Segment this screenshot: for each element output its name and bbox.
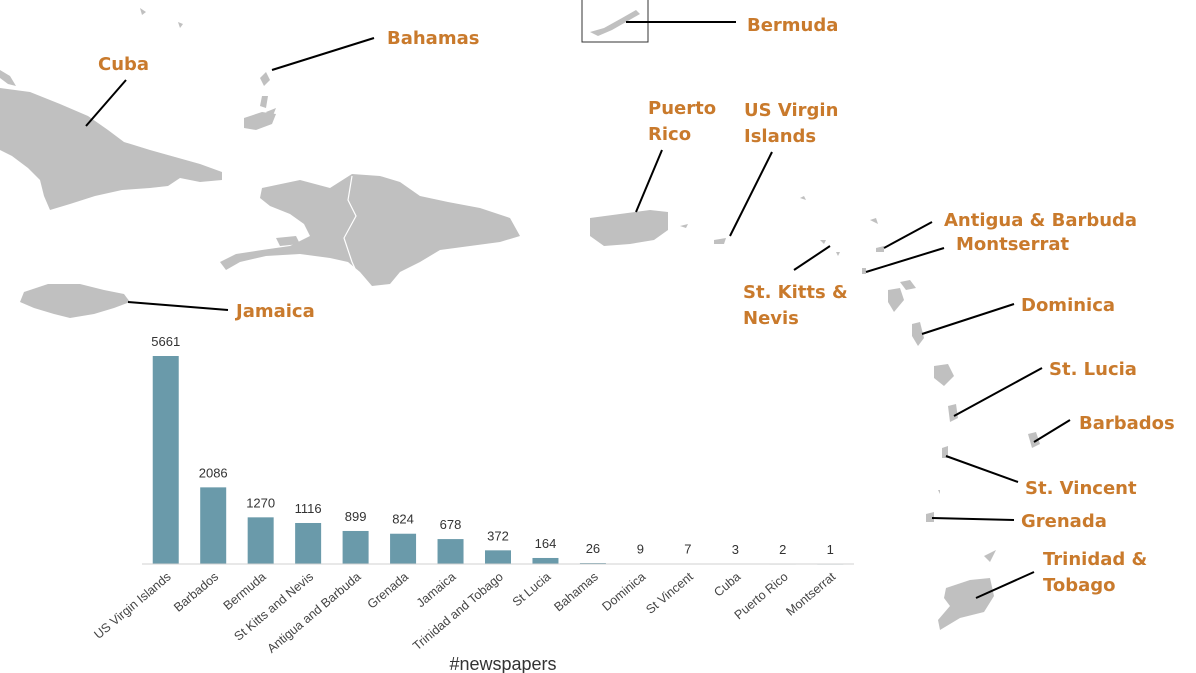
x-tick-label: Antigua and Barbuda [265,570,364,656]
x-tick-label: Cuba [711,570,743,600]
value-label: 899 [345,509,367,524]
x-tick-label: Montserrat [783,569,838,618]
label-puerto-rico: Puerto Rico [648,98,722,145]
label-jamaica: Jamaica [234,301,315,322]
label-cuba: Cuba [98,54,149,75]
leeward-islands [800,196,1040,562]
place-labels: Cuba Bahamas Bermuda Puerto Rico US Virg… [98,15,1175,596]
value-label: 824 [392,512,414,527]
x-tick-label: US Virgin Islands [91,570,173,642]
jamaica-small-landmass [244,112,276,130]
antigua-landmass [876,246,884,252]
leader-montserrat [865,247,945,273]
newspapers-bar-chart: 5661 2086 1270 1116 899 824 678 372 164 26 9 7 3 2 1 U… [91,334,854,673]
leader-usvi [729,151,773,237]
trinidad-landmass [938,578,994,630]
bahamas-landmass [0,8,276,118]
label-trinidad-tobago: Trinidad & Tobago [1043,549,1154,596]
bar-st-kitts-and-nevis [295,522,322,564]
value-label: 1116 [295,501,322,516]
x-tick-label: Barbados [171,570,221,615]
leader-grenada [931,517,1015,521]
leader-dominica [921,303,1015,335]
label-barbados: Barbados [1079,413,1175,434]
bar-antigua-and-barbuda [342,530,369,564]
hispaniola-landmass [220,174,520,286]
leader-barbados [1033,419,1071,443]
label-montserrat: Montserrat [956,234,1070,255]
montserrat-landmass [862,268,866,274]
label-st-lucia: St. Lucia [1049,359,1137,380]
dominica-landmass [912,322,924,346]
label-st-vincent: St. Vincent [1025,478,1137,499]
value-label: 5661 [151,334,180,349]
grenada-landmass [926,512,934,522]
barbados-landmass [1028,432,1040,448]
value-label: 2 [779,542,786,557]
leader-st-kitts [793,245,831,271]
label-bermuda: Bermuda [747,15,838,36]
leader-st-vincent [945,455,1019,483]
label-antigua-barbuda: Antigua & Barbuda [944,210,1137,231]
leader-lines [85,21,1071,599]
label-us-virgin-islands: US Virgin Islands [744,100,845,147]
bar-grenada [390,533,417,564]
bar-trinidad-and-tobago [485,550,511,564]
x-tick-label: Dominica [599,570,648,614]
x-tick-label: Jamaica [414,570,459,611]
value-label: 1 [827,542,834,557]
x-tick-label: St Kitts and Nevis [231,570,316,644]
value-labels-group: 5661 2086 1270 1116 899 824 678 372 164 26 9 7 3 2 1 [151,334,834,557]
bar-barbados [200,487,227,564]
label-st-kitts-nevis: St. Kitts & Nevis [743,282,854,329]
bar-jamaica [437,539,464,564]
bars-group [152,356,844,565]
puerto-rico-landmass [590,210,668,246]
leader-bahamas [271,37,375,71]
x-tick-label: Bahamas [551,570,600,615]
x-tick-label: Grenada [365,570,411,612]
leader-cuba [85,79,127,127]
leader-trinidad [975,571,1035,599]
leader-st-lucia [953,367,1043,417]
bermuda-inset [581,0,649,43]
label-bahamas: Bahamas [387,28,479,49]
caribbean-map: Cuba Bahamas Bermuda Puerto Rico US Virg… [0,0,1175,630]
value-label: 678 [440,517,462,532]
value-label: 26 [586,541,600,556]
x-tick-label: Trinidad and Tobago [410,570,506,654]
value-label: 9 [637,542,644,557]
value-label: 2086 [199,465,228,480]
x-axis-title: #newspapers [449,654,556,673]
bar-bermuda [247,517,274,564]
value-label: 1270 [246,495,275,510]
usvi-landmass [714,238,726,244]
leader-puerto-rico [635,149,663,213]
x-tick-label: St Vincent [643,569,696,617]
leader-antigua [883,221,933,249]
bar-us-virgin-islands [152,356,179,564]
leader-jamaica [127,301,229,311]
cuba-landmass [0,88,222,210]
x-tick-label: Bermuda [221,570,269,613]
value-label: 3 [732,542,739,557]
bar-st-lucia [532,557,559,564]
st-lucia-landmass [948,404,958,422]
label-dominica: Dominica [1021,295,1115,316]
value-label: 7 [684,542,691,557]
value-label: 164 [535,536,557,551]
x-tick-label: St Lucia [510,570,554,610]
jamaica-landmass [20,284,130,318]
value-label: 372 [487,528,509,543]
label-grenada: Grenada [1021,511,1107,532]
st-vincent-landmass [942,446,948,458]
